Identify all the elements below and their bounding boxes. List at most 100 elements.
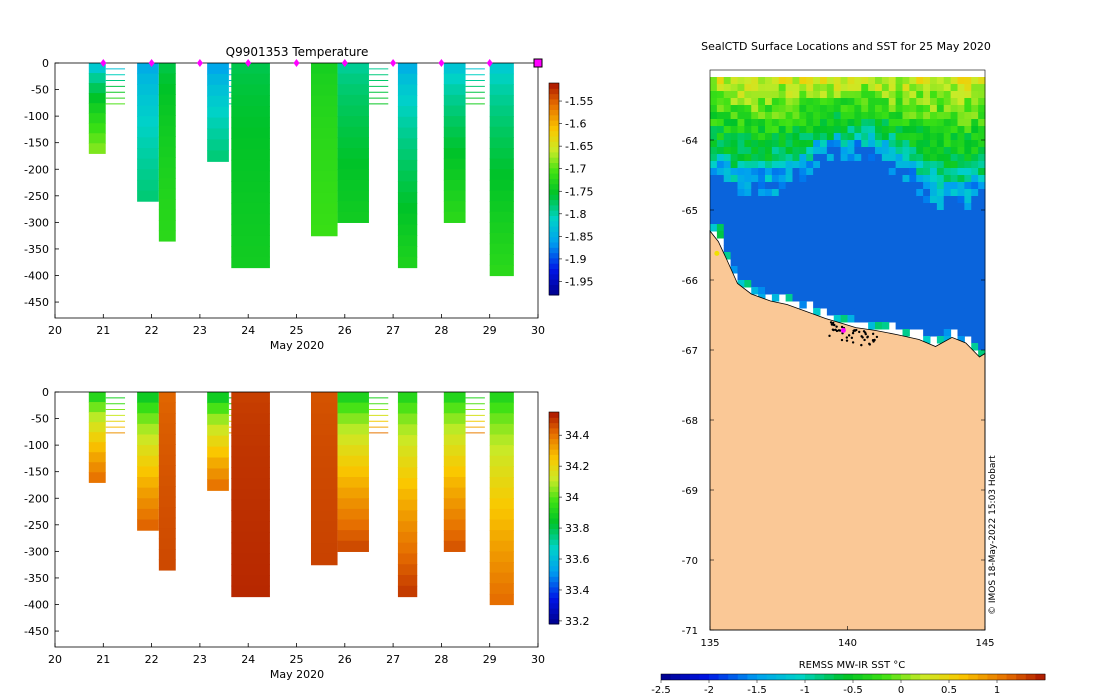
sst-cell xyxy=(744,182,752,190)
sst-cell xyxy=(833,189,842,197)
sst-cell xyxy=(710,147,718,155)
profile-marker xyxy=(293,59,300,67)
y-tick-label: -450 xyxy=(24,296,49,309)
sst-cell xyxy=(833,77,842,85)
profile-cell xyxy=(310,106,338,118)
sst-cell xyxy=(916,238,924,246)
colorbar-swatch xyxy=(549,236,559,243)
sst-cell xyxy=(771,126,780,134)
sst-cell xyxy=(861,280,869,288)
sst-cell xyxy=(971,182,979,190)
sst-cell xyxy=(792,140,800,148)
profile-cell xyxy=(88,402,106,413)
sst-cell xyxy=(799,168,807,176)
sst-cell xyxy=(943,175,952,183)
sst-cell xyxy=(751,133,759,141)
profile-cell xyxy=(337,84,369,96)
sst-cell xyxy=(936,280,945,288)
sst-cell xyxy=(847,154,855,162)
profile-cell xyxy=(337,455,369,467)
sst-cell xyxy=(737,189,745,197)
sst-cell xyxy=(723,182,732,190)
profile-cell xyxy=(397,149,418,161)
sst-cell xyxy=(833,245,842,253)
sst-cell xyxy=(875,140,883,148)
sst-cell xyxy=(957,77,965,85)
sst-cell xyxy=(861,196,869,204)
sst-cell xyxy=(902,322,910,330)
sst-cell xyxy=(861,266,869,274)
profile-cell xyxy=(231,478,270,490)
sst-cell xyxy=(978,91,986,99)
sst-cell xyxy=(875,147,883,155)
sst-cell xyxy=(971,154,979,162)
profile-cell xyxy=(310,192,338,204)
profile-cell xyxy=(397,435,418,447)
sst-cell xyxy=(820,105,828,113)
sst-cell xyxy=(861,252,869,260)
sst-cell xyxy=(916,91,924,99)
sst-cell xyxy=(923,161,931,169)
seal-ctd-dot xyxy=(860,343,863,347)
sst-cell xyxy=(792,196,800,204)
sst-cell xyxy=(936,259,945,267)
sst-cell xyxy=(737,273,745,281)
sst-cell xyxy=(758,210,766,218)
sst-cell xyxy=(758,273,766,281)
sst-cell xyxy=(936,287,945,295)
sst-cell xyxy=(799,182,807,190)
sst-cell xyxy=(771,224,780,232)
sst-cell xyxy=(902,308,910,316)
sst-cell xyxy=(765,287,773,295)
temperature-xlabel: May 2020 xyxy=(270,339,324,352)
profile-cell xyxy=(397,159,418,172)
profile-cell xyxy=(443,158,466,170)
profile-cell xyxy=(310,489,338,501)
sst-cell xyxy=(751,245,759,253)
profile-cell xyxy=(337,402,369,414)
profile-0 xyxy=(88,392,126,483)
sst-cell xyxy=(964,98,972,106)
sst-cell xyxy=(758,133,766,141)
sst-cell xyxy=(950,294,958,302)
sst-cell xyxy=(909,77,917,85)
sst-cell xyxy=(902,231,910,239)
sst-cell xyxy=(847,168,855,176)
credit-text: © IMOS 18-May-2022 15:03 Hobart xyxy=(988,455,998,615)
sst-cell xyxy=(710,168,718,176)
profile-cell xyxy=(137,73,159,85)
sst-cell xyxy=(854,238,862,246)
sst-cell xyxy=(902,112,910,120)
colorbar-tick-label: 34.2 xyxy=(565,460,590,473)
sst-colorbar-swatch xyxy=(872,674,883,680)
sst-cell xyxy=(854,77,862,85)
sst-cell xyxy=(854,266,862,274)
x-tick-label: 30 xyxy=(531,324,545,337)
sst-colorbar-swatch xyxy=(747,674,758,680)
sst-cell xyxy=(854,182,862,190)
sst-map-x-axis: 135 140 145 xyxy=(700,626,995,649)
profile-cell xyxy=(489,455,514,467)
profile-cell xyxy=(310,392,338,404)
sst-cell xyxy=(902,84,910,92)
sst-cell xyxy=(861,98,869,106)
sst-cell xyxy=(923,168,931,176)
sst-cell xyxy=(785,189,793,197)
sst-cell xyxy=(909,301,917,309)
sst-colorbar-swatch xyxy=(737,674,748,680)
sst-cell xyxy=(778,273,787,281)
profile-7 xyxy=(397,63,418,269)
sst-cell xyxy=(971,98,979,106)
sst-cell xyxy=(971,112,979,120)
sst-cell xyxy=(813,189,821,197)
map-y-tick-label: -65 xyxy=(682,206,698,217)
sst-cell xyxy=(881,322,890,330)
sst-cell xyxy=(854,315,862,323)
sst-cell xyxy=(957,154,965,162)
sst-map-y-axis: -64-65-66-67-68-69-70-71 xyxy=(682,136,985,637)
sst-cell xyxy=(902,273,910,281)
sst-cell xyxy=(950,147,958,155)
sst-cell xyxy=(785,203,793,211)
sst-colorbar-swatch xyxy=(795,674,806,680)
profile-cell xyxy=(443,477,466,489)
